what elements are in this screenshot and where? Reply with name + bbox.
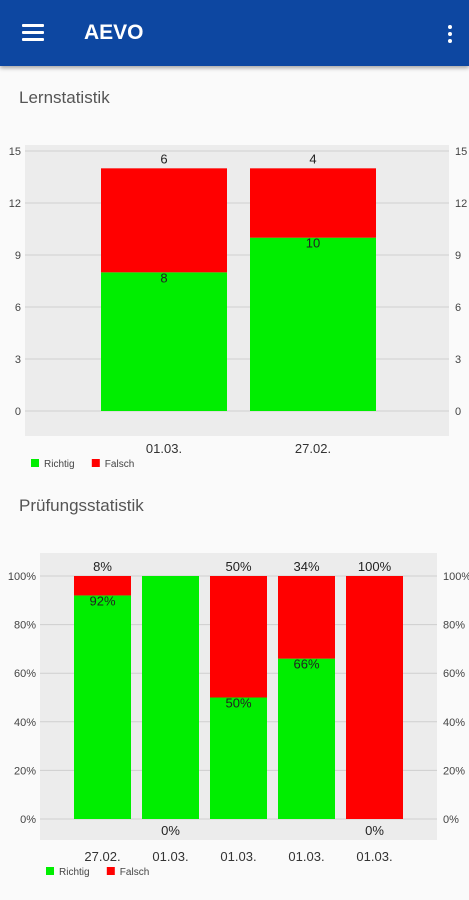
x-category-label: 01.03. — [146, 441, 182, 456]
bar-segment-wrong — [101, 168, 227, 273]
y-tick-label-right: 40% — [443, 717, 465, 729]
bar-segment-wrong — [210, 576, 267, 698]
data-label-wrong: 4 — [309, 151, 316, 166]
x-category-label: 27.02. — [295, 441, 331, 456]
legend-label-correct: Richtig — [59, 867, 90, 878]
data-label-wrong: 100% — [358, 559, 392, 574]
data-label-wrong: 8% — [93, 559, 112, 574]
x-category-label: 01.03. — [152, 849, 188, 864]
data-label-wrong: 6 — [160, 151, 167, 166]
learn-statistics-chart: 0 0 3 3 6 6 9 9 12 12 15 15 8 6 01.03. 10 4 27.02. Richtig… — [9, 145, 467, 470]
legend-label-correct: Richtig — [44, 459, 75, 470]
bar-segment-wrong — [278, 576, 335, 659]
more-vert-icon[interactable] — [440, 23, 460, 45]
exam-statistics-title: Prüfungsstatistik — [19, 496, 144, 515]
data-label-correct: 8 — [160, 270, 167, 285]
data-label-wrong: 50% — [225, 559, 251, 574]
y-tick-label-right: 80% — [443, 620, 465, 632]
data-label-correct: 66% — [293, 657, 319, 672]
exam-statistics-chart: 0% 0% 20% 20% 40% 40% 60% 60% 80% 80% 100% 100% 92% 8… — [8, 553, 469, 878]
plot-background — [25, 145, 449, 436]
bar-segment-wrong — [346, 576, 403, 819]
y-tick-label-right: 0% — [443, 814, 459, 826]
y-tick-label-right: 3 — [455, 354, 461, 366]
data-label-correct: 50% — [225, 696, 251, 711]
learn-statistics-title: Lernstatistik — [19, 88, 110, 107]
y-tick-label-right: 100% — [443, 571, 469, 583]
legend-swatch-wrong — [91, 459, 100, 467]
bar-segment-correct — [210, 697, 267, 819]
data-label-correct: 92% — [89, 593, 115, 608]
data-label-correct: 10 — [306, 236, 320, 251]
y-tick-label-left: 12 — [9, 198, 21, 210]
y-tick-label-left: 0% — [20, 814, 36, 826]
y-tick-label-left: 6 — [15, 302, 21, 314]
bar-segment-correct — [101, 272, 227, 411]
y-tick-label-left: 20% — [14, 765, 36, 777]
legend-swatch-correct — [46, 867, 54, 875]
y-tick-label-right: 6 — [455, 302, 461, 314]
x-category-label: 27.02. — [84, 849, 120, 864]
x-category-label: 01.03. — [220, 849, 256, 864]
bar-segment-correct — [250, 237, 376, 411]
y-tick-label-right: 9 — [455, 250, 461, 262]
y-tick-label-left: 15 — [9, 146, 21, 158]
x-category-label: 01.03. — [288, 849, 324, 864]
y-tick-label-left: 60% — [14, 668, 36, 680]
x-category-label: 01.03. — [356, 849, 392, 864]
y-tick-label-left: 3 — [15, 354, 21, 366]
legend-label-wrong: Falsch — [105, 459, 134, 470]
y-tick-label-right: 15 — [455, 146, 467, 158]
bar-segment-correct — [278, 658, 335, 819]
y-tick-label-left: 0 — [15, 406, 21, 418]
y-tick-label-right: 20% — [443, 765, 465, 777]
bar-segment-wrong — [250, 168, 376, 238]
data-label-wrong: 34% — [293, 559, 319, 574]
y-tick-label-left: 100% — [8, 571, 36, 583]
legend-swatch-wrong — [106, 867, 115, 875]
bar-segment-correct — [142, 576, 199, 819]
y-tick-label-right: 0 — [455, 406, 461, 418]
data-label-correct: 0% — [365, 823, 384, 838]
data-label-wrong: 0% — [161, 823, 180, 838]
y-tick-label-left: 80% — [14, 620, 36, 632]
legend-swatch-correct — [31, 459, 39, 467]
y-tick-label-left: 9 — [15, 250, 21, 262]
y-tick-label-right: 12 — [455, 198, 467, 210]
app-title: AEVO — [84, 21, 144, 44]
y-tick-label-left: 40% — [14, 717, 36, 729]
bar-segment-wrong — [74, 576, 131, 596]
hamburger-menu-icon[interactable] — [22, 24, 44, 42]
bar-segment-correct — [74, 595, 131, 819]
app-bar: AEVO — [0, 0, 469, 66]
legend-label-wrong: Falsch — [120, 867, 149, 878]
y-tick-label-right: 60% — [443, 668, 465, 680]
